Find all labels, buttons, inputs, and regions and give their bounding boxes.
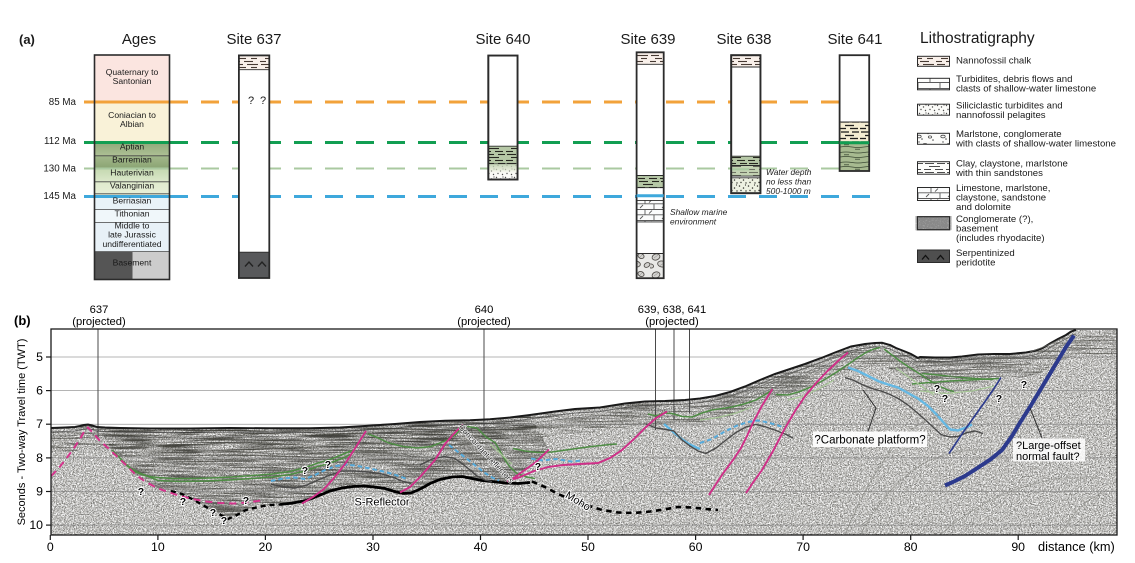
svg-text:?: ? — [942, 393, 948, 405]
svg-text:10: 10 — [29, 518, 43, 532]
svg-text:Site 640: Site 640 — [475, 31, 530, 48]
svg-text:undifferentiated: undifferentiated — [102, 239, 161, 249]
svg-text:40: 40 — [474, 540, 488, 554]
svg-text:and dolomite: and dolomite — [956, 202, 1011, 213]
svg-text:Albian: Albian — [120, 119, 144, 129]
svg-text:Site 638: Site 638 — [716, 31, 771, 48]
svg-text:?: ? — [302, 465, 308, 477]
svg-text:Hauterivian: Hauterivian — [110, 168, 154, 178]
svg-text:environment: environment — [670, 217, 717, 227]
svg-text:with clasts of shallow-water l: with clasts of shallow-water limestone — [955, 139, 1116, 150]
svg-text:?: ? — [210, 507, 216, 519]
svg-text:Coniacian to: Coniacian to — [108, 110, 156, 120]
svg-text:claystone, sandstone: claystone, sandstone — [956, 193, 1046, 204]
svg-text:Berriasian: Berriasian — [113, 196, 152, 206]
svg-text:637: 637 — [90, 304, 109, 316]
svg-text:10: 10 — [151, 540, 165, 554]
svg-text:Turbidites, debris flows and: Turbidites, debris flows and — [956, 74, 1072, 85]
svg-text:?: ? — [248, 95, 254, 107]
svg-text:640: 640 — [475, 304, 494, 316]
svg-text:?: ? — [325, 459, 331, 471]
svg-text:(projected): (projected) — [645, 316, 699, 328]
svg-text:Valanginian: Valanginian — [110, 181, 154, 191]
svg-text:normal fault?: normal fault? — [1016, 451, 1080, 463]
svg-text:Tithonian: Tithonian — [114, 209, 149, 219]
svg-text:Santonian: Santonian — [113, 76, 152, 86]
svg-text:70: 70 — [796, 540, 810, 554]
svg-text:Conglomerate (?),: Conglomerate (?), — [956, 214, 1033, 225]
svg-text:30: 30 — [366, 540, 380, 554]
svg-text:Clay, claystone, marlstone: Clay, claystone, marlstone — [956, 159, 1068, 170]
svg-text:130 Ma: 130 Ma — [43, 164, 76, 175]
svg-text:Site 641: Site 641 — [827, 31, 882, 48]
svg-text:(a): (a) — [19, 32, 35, 47]
svg-text:?: ? — [243, 495, 249, 507]
svg-text:Nannofossil chalk: Nannofossil chalk — [956, 56, 1031, 67]
svg-text:?: ? — [221, 515, 227, 527]
svg-text:?: ? — [1021, 379, 1027, 391]
svg-text:Middle to: Middle to — [115, 221, 150, 231]
svg-text:(includes rhyodacite): (includes rhyodacite) — [956, 233, 1045, 244]
svg-text:nannofossil pelagites: nannofossil pelagites — [956, 110, 1046, 121]
svg-text:500-1000 m: 500-1000 m — [766, 186, 811, 196]
svg-text:?: ? — [138, 486, 144, 498]
svg-text:?Large-offset: ?Large-offset — [1016, 440, 1081, 452]
svg-text:85 Ma: 85 Ma — [49, 97, 77, 108]
svg-text:(b): (b) — [14, 313, 31, 328]
svg-text:5: 5 — [36, 350, 43, 364]
svg-text:no less than: no less than — [766, 177, 812, 187]
svg-text:Limestone, marlstone,: Limestone, marlstone, — [956, 183, 1050, 194]
svg-text:?: ? — [535, 461, 541, 473]
svg-text:with thin sandstones: with thin sandstones — [955, 168, 1043, 179]
svg-text:?: ? — [934, 383, 940, 395]
svg-text:(projected): (projected) — [72, 316, 126, 328]
svg-text:(projected): (projected) — [457, 316, 511, 328]
svg-text:6: 6 — [36, 384, 43, 398]
svg-text:?Carbonate platform?: ?Carbonate platform? — [814, 435, 925, 447]
svg-text:Quaternary to: Quaternary to — [106, 67, 159, 77]
svg-text:Shallow marine: Shallow marine — [670, 207, 728, 217]
svg-text:distance (km): distance (km) — [1038, 539, 1115, 554]
svg-text:?: ? — [180, 496, 186, 508]
svg-text:0: 0 — [47, 540, 54, 554]
svg-text:Marlstone, conglomerate: Marlstone, conglomerate — [956, 129, 1062, 140]
svg-text:639, 638, 641: 639, 638, 641 — [638, 304, 706, 316]
svg-text:7: 7 — [36, 417, 43, 431]
svg-text:90: 90 — [1011, 540, 1025, 554]
svg-text:60: 60 — [689, 540, 703, 554]
svg-text:112 Ma: 112 Ma — [44, 136, 77, 147]
svg-text:Siliciclastic turbidites and: Siliciclastic turbidites and — [956, 101, 1063, 112]
svg-text:8: 8 — [36, 451, 43, 465]
svg-text:Aptian: Aptian — [120, 142, 145, 152]
svg-text:Lithostratigraphy: Lithostratigraphy — [920, 30, 1035, 47]
svg-text:Site 639: Site 639 — [620, 31, 675, 48]
svg-text:Seconds - Two-way Travel time: Seconds - Two-way Travel time (TWT) — [16, 339, 28, 526]
svg-text:?: ? — [996, 393, 1002, 405]
svg-text:S-Reflector: S-Reflector — [354, 497, 409, 509]
svg-text:clasts of shallow-water limest: clasts of shallow-water limestone — [956, 84, 1096, 95]
svg-text:peridotite: peridotite — [956, 258, 995, 269]
svg-text:Ages: Ages — [122, 31, 156, 48]
svg-text:Basement: Basement — [113, 258, 152, 268]
svg-text:basement: basement — [956, 224, 998, 235]
svg-text:20: 20 — [259, 540, 273, 554]
svg-text:?: ? — [260, 95, 266, 107]
svg-text:50: 50 — [581, 540, 595, 554]
svg-text:9: 9 — [36, 485, 43, 499]
svg-text:late Jurassic: late Jurassic — [108, 230, 156, 240]
svg-text:145 Ma: 145 Ma — [43, 191, 76, 202]
svg-text:Serpentinized: Serpentinized — [956, 248, 1015, 259]
svg-text:Site 637: Site 637 — [226, 31, 281, 48]
svg-text:Barremian: Barremian — [112, 155, 152, 165]
svg-text:80: 80 — [904, 540, 918, 554]
svg-text:Water depth: Water depth — [766, 167, 812, 177]
